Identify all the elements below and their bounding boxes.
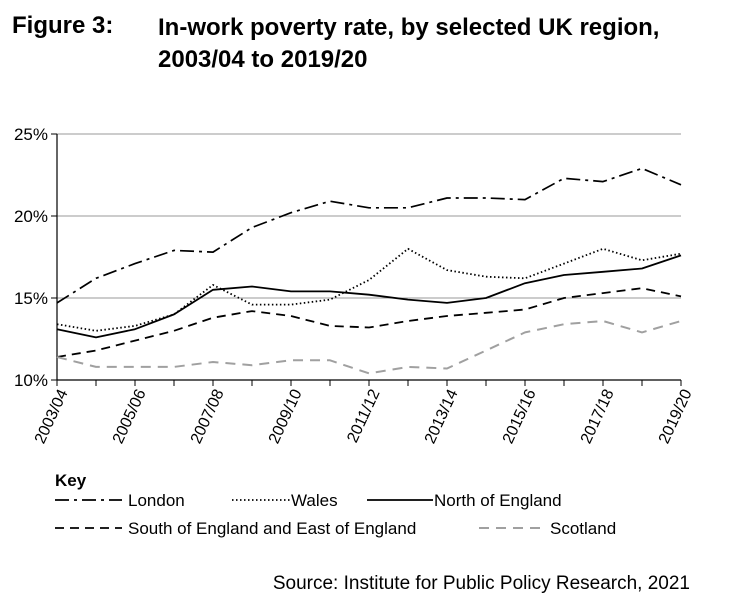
series-line-wales: [56, 247, 682, 332]
legend-label: North of England: [434, 491, 562, 510]
series-line-london: [56, 167, 682, 304]
x-tick-label: 2017/18: [578, 387, 618, 447]
x-tick-label: 2011/12: [344, 387, 383, 446]
figure-number: Figure 3:: [12, 12, 114, 39]
series-line-south-of-england-and-east-of-england: [56, 287, 682, 358]
legend-label: London: [128, 491, 185, 510]
figure-title: In-work poverty rate, by selected UK reg…: [158, 14, 660, 73]
legend-label: South of England and East of England: [128, 519, 416, 538]
legend-label: Wales: [291, 491, 338, 510]
x-tick-label: 2007/08: [188, 387, 228, 447]
x-tick-label: 2009/10: [266, 387, 306, 447]
y-tick-label: 25%: [14, 125, 48, 144]
y-tick-label: 10%: [14, 371, 48, 390]
legend-title: Key: [55, 471, 87, 490]
x-tick-label: 2019/20: [656, 387, 696, 447]
series-line-north-of-england: [56, 254, 682, 339]
series-line-scotland: [56, 320, 682, 375]
source-note: Source: Institute for Public Policy Rese…: [272, 573, 690, 594]
x-tick-label: 2013/14: [422, 387, 462, 447]
x-tick-label: 2003/04: [32, 387, 72, 447]
y-tick-label: 20%: [14, 207, 48, 226]
x-tick-label: 2005/06: [110, 387, 150, 447]
x-tick-label: 2015/16: [500, 387, 540, 447]
y-tick-label: 15%: [14, 289, 48, 308]
legend-label: Scotland: [550, 519, 616, 538]
